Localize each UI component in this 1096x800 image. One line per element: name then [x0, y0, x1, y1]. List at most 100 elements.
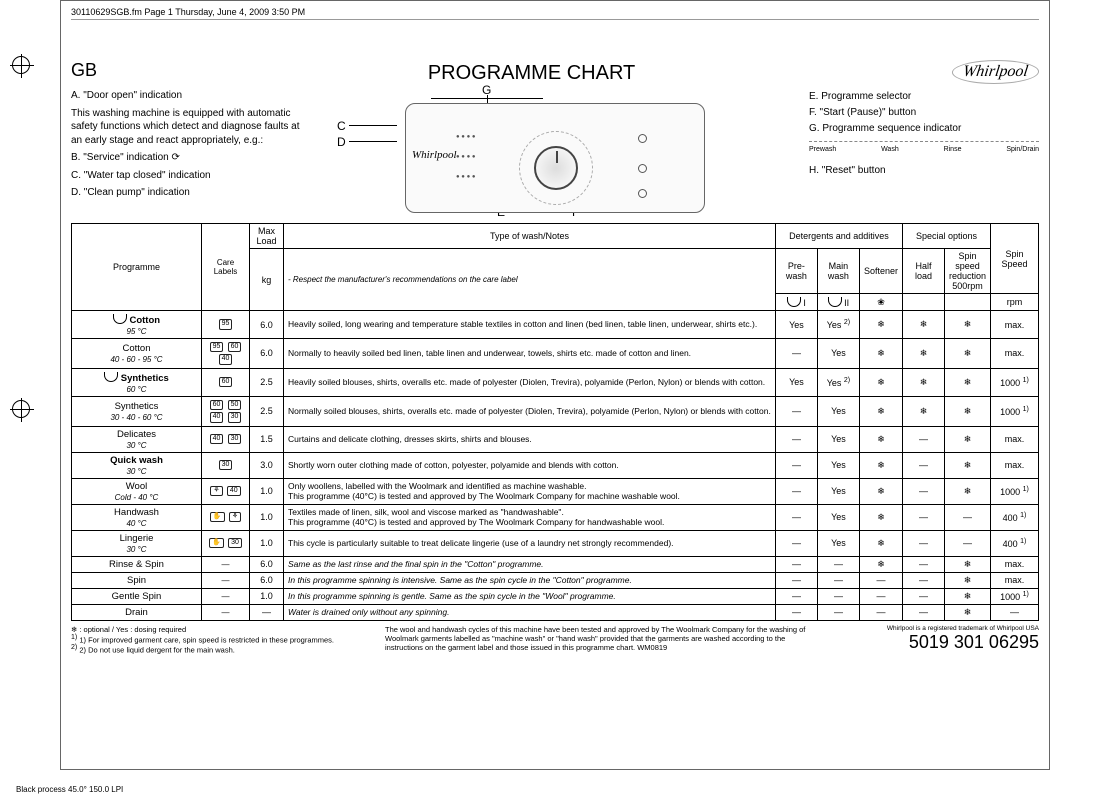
cell-programme: Synthetics30 - 40 - 60 °C [72, 396, 202, 426]
fn-dosing: ❄ : optional / Yes : dosing required [71, 625, 371, 634]
cell-spin: max. [991, 311, 1039, 339]
cell-softener: — [859, 588, 902, 604]
cell-notes: Normally to heavily soiled bed linen, ta… [284, 339, 776, 369]
programme-name: Synthetics [115, 401, 159, 412]
cell-care: 30 [202, 452, 250, 478]
cell-mainwash: — [817, 556, 859, 572]
table-row: Lingerie30 °C✋ 301.0This cycle is partic… [72, 530, 1039, 556]
table-row: Handwash40 °C✋ ⚘1.0Textiles made of line… [72, 504, 1039, 530]
cell-programme: Handwash40 °C [72, 504, 202, 530]
table-row: Spin—6.0In this programme spinning is in… [72, 572, 1039, 588]
care-symbol: 40 [210, 412, 224, 422]
cell-care: — [202, 604, 250, 620]
legend-F: F. "Start (Pause)" button [809, 105, 1039, 121]
fn-1: 1) 1) For improved garment care, spin sp… [71, 634, 371, 645]
footnote-right: Whirlpool is a registered trademark of W… [839, 625, 1039, 655]
th-halfload-sym [902, 294, 944, 311]
cell-load: 1.0 [250, 588, 284, 604]
cell-mainwash: Yes 2) [817, 311, 859, 339]
programme-temp: 30 - 40 - 60 °C [110, 413, 162, 422]
country-code: GB [71, 60, 111, 81]
table-row: Quick wash30 °C303.0Shortly worn outer c… [72, 452, 1039, 478]
legend-A: A. "Door open" indication [71, 89, 301, 103]
cell-halfload: — [902, 530, 944, 556]
cell-softener: ❄ [859, 530, 902, 556]
arrow-line [349, 141, 397, 142]
cell-halfload: ❄ [902, 339, 944, 369]
cell-load: 2.5 [250, 368, 284, 396]
panel-button [638, 164, 647, 173]
brand-logo: Whirlpool [950, 60, 1040, 84]
care-symbol: ✋ [209, 538, 224, 548]
care-symbol: 60 [228, 342, 242, 352]
th-spinred-sym [944, 294, 990, 311]
cell-halfload: — [902, 572, 944, 588]
cell-load: 6.0 [250, 339, 284, 369]
care-symbol: 30 [228, 412, 242, 422]
th-type: Type of wash/Notes [284, 224, 776, 249]
cell-softener: — [859, 572, 902, 588]
cell-softener: ❄ [859, 556, 902, 572]
callout-D: D [337, 135, 346, 149]
table-row: Delicates30 °C40 301.5Curtains and delic… [72, 426, 1039, 452]
callout-C: C [337, 119, 346, 133]
seq-rinse: Rinse [944, 144, 962, 155]
cell-mainwash: Yes [817, 530, 859, 556]
programme-table: Programme Care Labels Max Load Type of w… [71, 223, 1039, 621]
cell-spinred: ❄ [944, 478, 990, 504]
cell-halfload: — [902, 452, 944, 478]
service-icon: ⟳ [171, 152, 179, 163]
cell-halfload: — [902, 604, 944, 620]
legend-right: E. Programme selector F. "Start (Pause)"… [809, 89, 1039, 213]
cell-spinred: ❄ [944, 452, 990, 478]
cell-spin: max. [991, 426, 1039, 452]
programme-temp: 30 °C [126, 545, 146, 554]
cell-softener: — [859, 604, 902, 620]
cell-softener: ❄ [859, 452, 902, 478]
cell-notes: This cycle is particularly suitable to t… [284, 530, 776, 556]
cell-halfload: — [902, 478, 944, 504]
led-row: ● ● ● ● [456, 154, 476, 160]
cell-load: 6.0 [250, 311, 284, 339]
cell-notes: Shortly worn outer clothing made of cott… [284, 452, 776, 478]
arrow-line [349, 125, 397, 126]
legend-C: C. "Water tap closed" indication [71, 169, 301, 183]
th-spin: Spin Speed [991, 224, 1039, 294]
th-spinred: Spin speed reduction 500rpm [944, 249, 990, 294]
care-symbol: ✋ [210, 512, 225, 522]
care-symbol: 95 [210, 342, 224, 352]
cell-spinred: ❄ [944, 588, 990, 604]
care-symbol: 40 [219, 354, 233, 364]
cell-programme: Lingerie30 °C [72, 530, 202, 556]
cell-programme: Cotton40 - 60 - 95 °C [72, 339, 202, 369]
led-row: ● ● ● ● [456, 134, 476, 140]
cell-notes: In this programme spinning is intensive.… [284, 572, 776, 588]
prewash-cup-icon [104, 372, 118, 382]
cell-notes: Same as the last rinse and the final spi… [284, 556, 776, 572]
care-symbol: 60 [210, 400, 224, 410]
cell-programme: Spin [72, 572, 202, 588]
legend-B: B. "Service" indication ⟳ [71, 151, 301, 165]
cell-softener: ❄ [859, 396, 902, 426]
cell-mainwash: Yes [817, 339, 859, 369]
cell-softener: ❄ [859, 478, 902, 504]
cell-notes: Water is drained only without any spinni… [284, 604, 776, 620]
cell-spin: 400 1) [991, 504, 1039, 530]
programme-name: Gentle Spin [112, 591, 162, 602]
cell-halfload: — [902, 504, 944, 530]
care-symbol: 60 [219, 377, 233, 387]
cell-spinred: ❄ [944, 604, 990, 620]
arrow-line [431, 98, 543, 99]
prewash-icon [787, 297, 801, 307]
cell-spin: 1000 1) [991, 478, 1039, 504]
cell-halfload: — [902, 426, 944, 452]
cell-halfload: ❄ [902, 396, 944, 426]
cell-prewash: — [775, 426, 817, 452]
programme-temp: 60 °C [126, 385, 146, 394]
cell-prewash: — [775, 604, 817, 620]
cell-mainwash: — [817, 572, 859, 588]
cell-softener: ❄ [859, 339, 902, 369]
cell-mainwash: — [817, 604, 859, 620]
cell-load: — [250, 604, 284, 620]
cell-load: 6.0 [250, 556, 284, 572]
